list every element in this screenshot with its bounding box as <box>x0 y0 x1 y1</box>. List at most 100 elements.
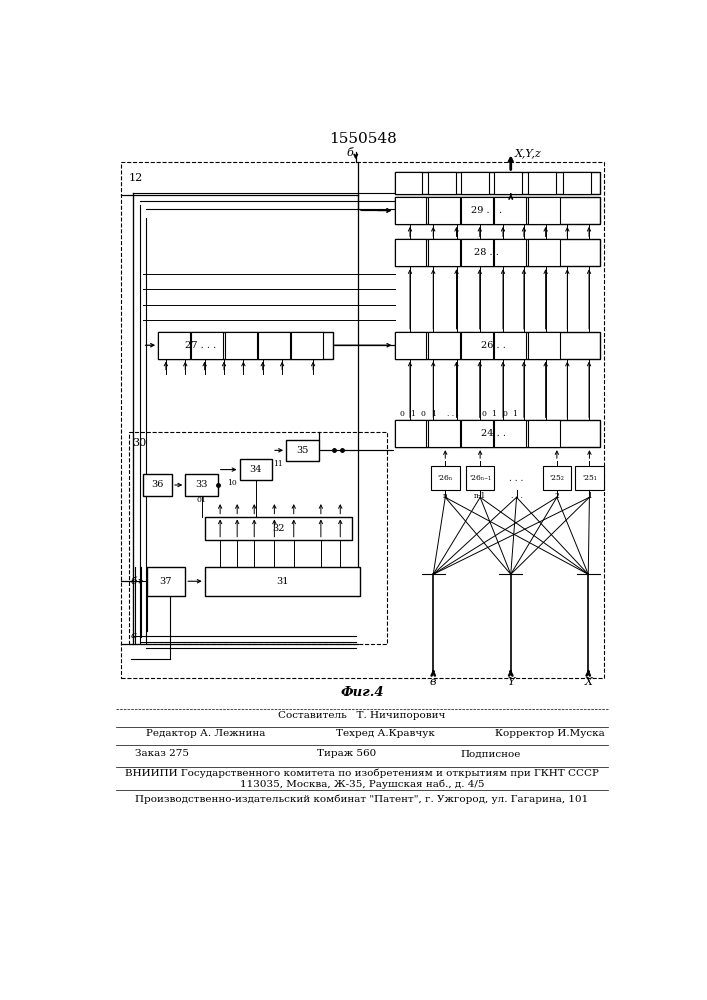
Text: X,Y,z: X,Y,z <box>515 148 542 158</box>
Bar <box>428 420 460 447</box>
Text: 1: 1 <box>491 410 496 418</box>
Text: Заказ 275: Заказ 275 <box>135 749 189 758</box>
Text: 37: 37 <box>160 577 172 586</box>
Bar <box>158 332 190 359</box>
Text: 1: 1 <box>587 492 592 500</box>
Text: Тираж 560: Тираж 560 <box>317 749 376 758</box>
Bar <box>395 172 422 194</box>
Bar <box>563 172 590 194</box>
Bar <box>528 239 559 266</box>
Text: Редактор А. Лежнина: Редактор А. Лежнина <box>146 729 266 738</box>
Bar <box>528 332 559 359</box>
Bar <box>395 197 426 224</box>
Text: в: в <box>430 677 436 687</box>
Bar <box>461 172 489 194</box>
Bar <box>395 420 600 447</box>
Text: '25₁: '25₁ <box>582 474 597 482</box>
Text: 0: 0 <box>502 410 507 418</box>
Text: Техред А.Кравчук: Техред А.Кравчук <box>337 729 436 738</box>
Bar <box>121 162 604 678</box>
Text: '26ₙ: '26ₙ <box>438 474 452 482</box>
Bar <box>428 172 456 194</box>
Text: Составитель   Т. Ничипорович: Составитель Т. Ничипорович <box>279 711 445 720</box>
Bar <box>240 459 272 480</box>
Bar <box>286 440 319 461</box>
Text: 32: 32 <box>272 524 284 533</box>
Bar <box>528 420 559 447</box>
Bar <box>494 172 522 194</box>
Text: '25₂: '25₂ <box>549 474 564 482</box>
Text: 0: 0 <box>400 410 404 418</box>
Bar <box>575 466 604 490</box>
Bar <box>204 517 352 540</box>
Text: 1: 1 <box>410 410 415 418</box>
Text: 11: 11 <box>274 460 283 468</box>
Bar <box>494 197 526 224</box>
Bar <box>395 197 600 224</box>
Bar <box>466 466 494 490</box>
Bar <box>461 197 493 224</box>
Bar <box>146 567 185 596</box>
Bar <box>528 172 556 194</box>
Text: . . .: . . . <box>447 410 459 418</box>
Bar <box>129 432 387 644</box>
Text: 35: 35 <box>296 446 308 455</box>
Bar <box>494 239 526 266</box>
Bar <box>395 239 600 266</box>
Bar <box>428 239 460 266</box>
Bar <box>528 197 559 224</box>
Bar <box>395 332 600 359</box>
Bar <box>542 466 571 490</box>
Text: б: б <box>346 148 354 158</box>
Bar <box>185 474 218 496</box>
Text: 28 . .: 28 . . <box>474 248 499 257</box>
Text: 1550548: 1550548 <box>329 132 397 146</box>
Bar <box>225 332 257 359</box>
Text: 36: 36 <box>151 480 163 489</box>
Text: 29 . . .: 29 . . . <box>472 206 503 215</box>
Text: 0: 0 <box>481 410 486 418</box>
Text: 26 . .: 26 . . <box>481 341 506 350</box>
Text: Производственно-издательский комбинат "Патент", г. Ужгород, ул. Гагарина, 101: Производственно-издательский комбинат "П… <box>135 794 588 804</box>
Text: 1: 1 <box>512 410 517 418</box>
Bar <box>258 332 290 359</box>
Text: 27 . . .: 27 . . . <box>185 341 216 350</box>
Bar <box>192 332 223 359</box>
Text: n-1: n-1 <box>474 492 486 500</box>
Text: 33: 33 <box>195 480 208 489</box>
Text: a: a <box>131 631 137 640</box>
Text: '26ₙ₋₁: '26ₙ₋₁ <box>469 474 491 482</box>
Bar <box>494 332 526 359</box>
Text: Подписное: Подписное <box>460 749 521 758</box>
Text: 24 . .: 24 . . <box>481 429 506 438</box>
Bar <box>395 172 600 194</box>
Text: n: n <box>443 492 448 500</box>
Bar <box>428 197 460 224</box>
Text: Y: Y <box>507 677 515 687</box>
Text: б: б <box>131 577 137 586</box>
Bar <box>158 332 332 359</box>
Bar <box>461 332 493 359</box>
Bar <box>395 239 426 266</box>
Text: 1: 1 <box>431 410 436 418</box>
Bar <box>428 332 460 359</box>
Bar <box>431 466 460 490</box>
Text: . . .: . . . <box>510 492 522 500</box>
Text: 0: 0 <box>421 410 426 418</box>
Text: 10: 10 <box>227 479 237 487</box>
Text: 12: 12 <box>129 173 143 183</box>
Text: 01: 01 <box>197 496 206 504</box>
Text: 31: 31 <box>276 577 288 586</box>
Bar <box>461 420 493 447</box>
Text: Корректор И.Муска: Корректор И.Муска <box>495 729 605 738</box>
Bar <box>494 420 526 447</box>
Text: ВНИИПИ Государственного комитета по изобретениям и открытиям при ГКНТ СССР: ВНИИПИ Государственного комитета по изоб… <box>125 769 599 778</box>
Text: 34: 34 <box>250 465 262 474</box>
Bar <box>143 474 172 496</box>
Text: X: X <box>584 677 592 687</box>
Bar <box>395 420 426 447</box>
Text: . . .: . . . <box>509 474 524 483</box>
Bar <box>461 239 493 266</box>
Bar <box>204 567 360 596</box>
Text: 2: 2 <box>554 492 559 500</box>
